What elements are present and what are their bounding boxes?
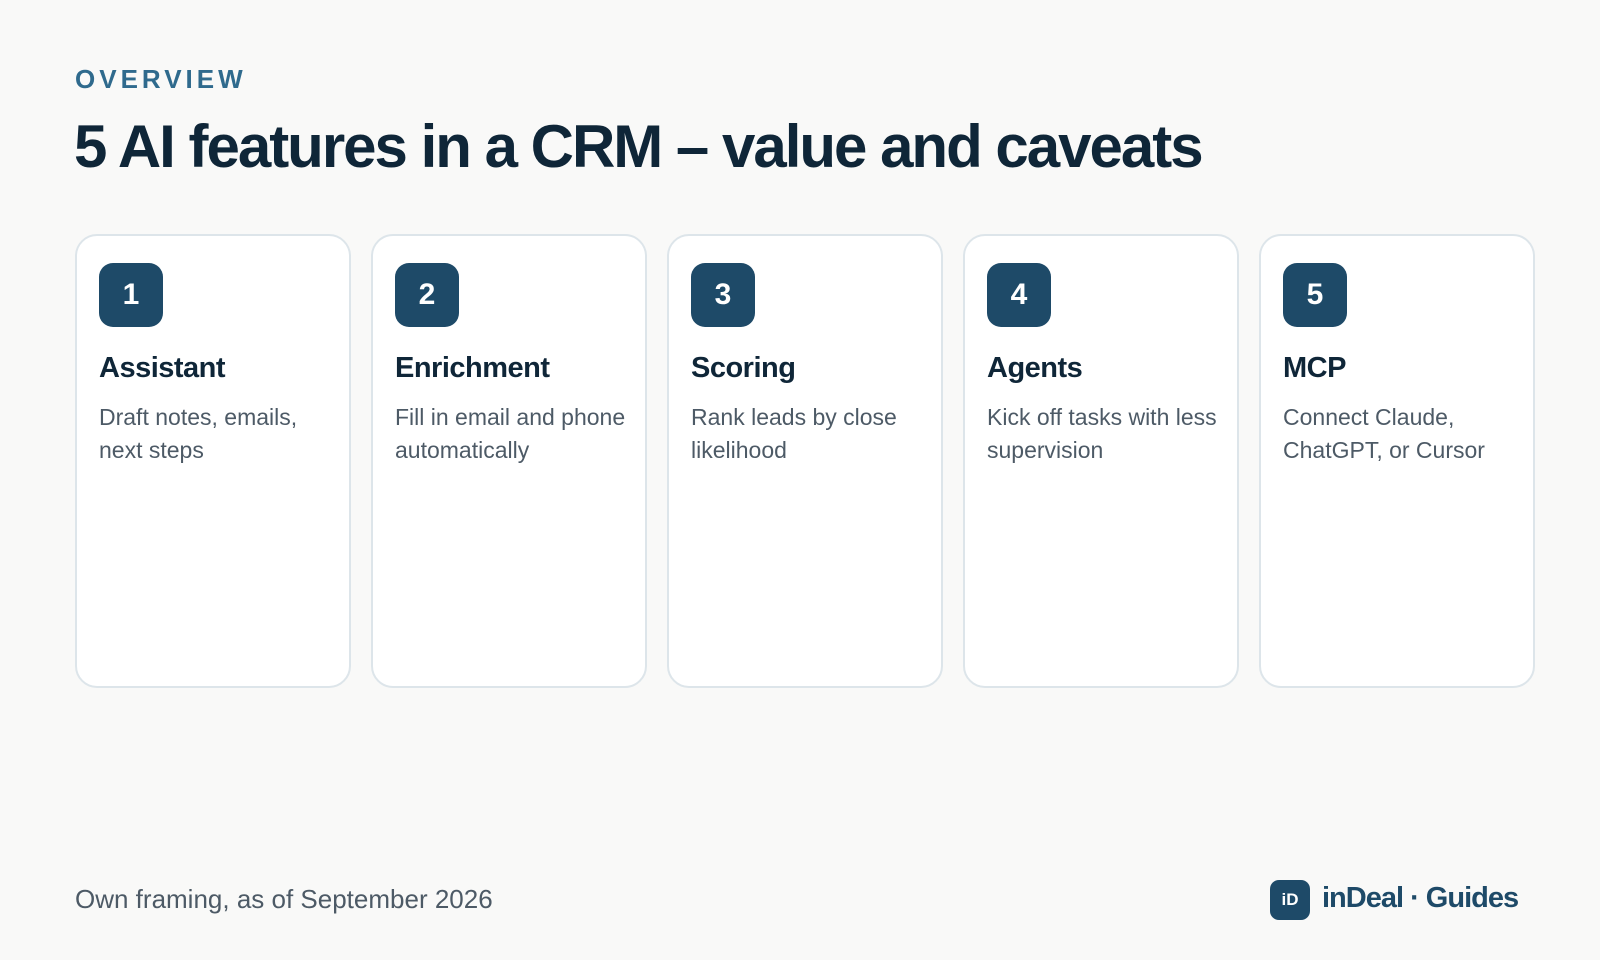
feature-card: 3 Scoring Rank leads by close likelihood: [667, 234, 943, 688]
feature-card: 1 Assistant Draft notes, emails, next step…: [75, 234, 351, 688]
card-title: Assistant: [99, 352, 226, 384]
card-description: Fill in email and phone automatically: [395, 404, 626, 463]
footer-note: Own framing, as of September 2026: [75, 884, 493, 914]
feature-card: 5 MCP Connect Claude, ChatGPT, or Cursor: [1259, 234, 1535, 688]
number-badge: 2: [395, 263, 459, 327]
card-title: MCP: [1283, 352, 1346, 384]
feature-card: 4 Agents Kick off tasks with less supervis…: [963, 234, 1239, 688]
card-description: Kick off tasks with less supervision: [987, 404, 1217, 463]
card-description: Draft notes, emails, next steps: [99, 404, 298, 463]
card-title: Scoring: [691, 352, 796, 384]
number-badge: 1: [99, 263, 163, 327]
card-title: Agents: [987, 352, 1083, 384]
eyebrow: OVERVIEW: [75, 64, 247, 94]
feature-card: 2 Enrichment Fill in email and phone autom…: [371, 234, 647, 688]
number-badge: 3: [691, 263, 755, 327]
card-description: Rank leads by close likelihood: [691, 404, 897, 463]
logo-mark: iD: [1270, 880, 1310, 920]
card-row: 1 Assistant Draft notes, emails, next step…: [75, 234, 1535, 688]
page-title: 5 AI features in a CRM – value and cavea…: [74, 113, 1204, 180]
card-description: Connect Claude, ChatGPT, or Cursor: [1283, 404, 1485, 463]
card-title: Enrichment: [395, 352, 550, 384]
number-badge: 5: [1283, 263, 1347, 327]
brand: inDeal · Guides: [1322, 882, 1519, 914]
number-badge: 4: [987, 263, 1051, 327]
